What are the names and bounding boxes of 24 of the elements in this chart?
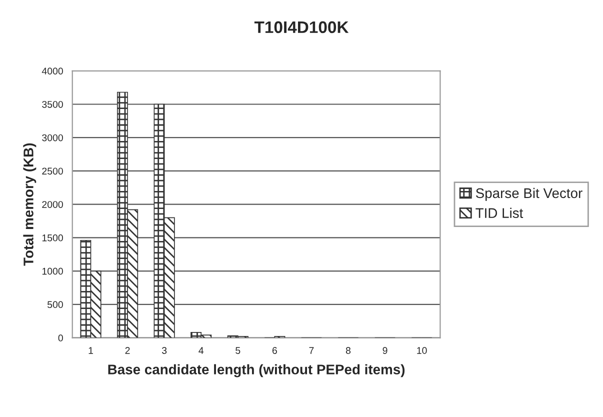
- y-tick-label: 3000: [42, 134, 63, 142]
- x-tick-label: 6: [272, 347, 277, 354]
- y-tick-label: 2500: [42, 168, 63, 175]
- y-tick-label: 1500: [42, 234, 63, 242]
- x-tick-label: 9: [382, 347, 388, 354]
- y-tick-label: 500: [48, 301, 63, 308]
- x-tick-label: 4: [198, 347, 204, 354]
- y-tick-label: 1000: [42, 268, 63, 275]
- x-tick-label: 5: [236, 347, 240, 354]
- chart-title: T10I4D100K: [254, 21, 349, 34]
- legend-label: TID List: [476, 208, 524, 218]
- y-tick-label: 4000: [42, 68, 63, 75]
- x-tick-label: 8: [346, 347, 351, 354]
- y-axis-title: Total memory (KB): [23, 143, 36, 266]
- y-tick-label: 0: [58, 334, 63, 342]
- x-tick-label: 7: [309, 347, 314, 354]
- y-tick-label: 3500: [42, 100, 63, 108]
- legend-label: Sparse Bit Vector: [476, 188, 582, 201]
- y-tick-label: 2000: [42, 201, 63, 208]
- x-tick-label: 1: [88, 347, 93, 354]
- x-axis-title: Base candidate length (without PEPed items): [108, 364, 405, 378]
- x-tick-label: 2: [125, 347, 130, 354]
- x-tick-label: 3: [162, 347, 167, 354]
- x-tick-label: 10: [417, 347, 427, 354]
